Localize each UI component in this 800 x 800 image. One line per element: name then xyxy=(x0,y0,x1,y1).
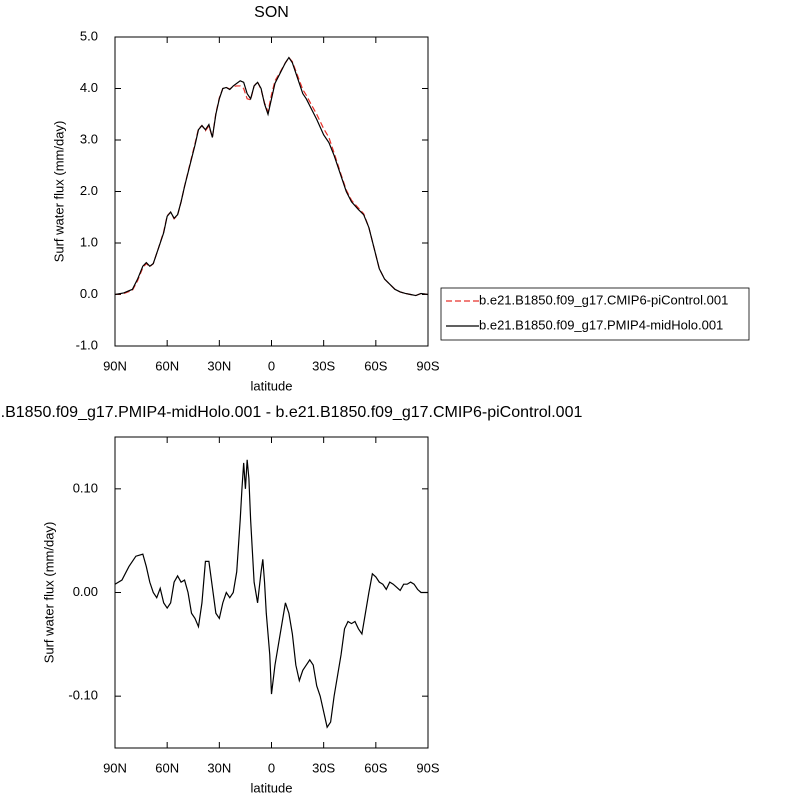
y-tick-label: 5.0 xyxy=(80,28,98,43)
x-tick-label: 30N xyxy=(207,358,231,373)
y-tick-label: -1.0 xyxy=(76,337,98,352)
x-tick-label: 30S xyxy=(312,760,335,775)
y-tick-label: 2.0 xyxy=(80,183,98,198)
x-axis-label: latitude xyxy=(251,378,293,393)
data-line xyxy=(114,56,429,297)
x-tick-label: 30S xyxy=(312,358,335,373)
x-tick-label: 60N xyxy=(155,760,179,775)
y-tick-label: 1.0 xyxy=(80,234,98,249)
y-tick-label: -0.10 xyxy=(68,688,98,703)
x-tick-label: 0 xyxy=(268,358,275,373)
y-axis-label: Surf water flux (mm/day) xyxy=(41,522,56,664)
x-tick-label: 60N xyxy=(155,358,179,373)
x-tick-label: 90S xyxy=(416,760,439,775)
x-tick-label: 90N xyxy=(103,358,127,373)
legend-label: b.e21.B1850.f09_g17.PMIP4-midHolo.001 xyxy=(479,317,723,332)
x-tick-label: 90S xyxy=(416,358,439,373)
x-tick-label: 30N xyxy=(207,760,231,775)
chart-title: SON xyxy=(254,4,289,21)
legend-label: b.e21.B1850.f09_g17.CMIP6-piControl.001 xyxy=(479,292,728,307)
x-tick-label: 60S xyxy=(364,358,387,373)
y-axis-label: Surf water flux (mm/day) xyxy=(51,121,66,263)
y-tick-label: 0.0 xyxy=(80,286,98,301)
y-tick-label: 0.10 xyxy=(73,480,98,495)
y-tick-label: 0.00 xyxy=(73,584,98,599)
y-tick-label: 4.0 xyxy=(80,80,98,95)
legend-box xyxy=(440,287,750,341)
x-tick-label: 0 xyxy=(268,760,275,775)
chart-title: b.e21.B1850.f09_g17.PMIP4-midHolo.001 - … xyxy=(0,404,582,421)
data-line xyxy=(114,56,429,297)
x-tick-label: 90N xyxy=(103,760,127,775)
y-tick-label: 3.0 xyxy=(80,131,98,146)
data-line xyxy=(114,459,428,729)
x-tick-label: 60S xyxy=(364,760,387,775)
x-axis-label: latitude xyxy=(251,780,293,795)
plot-frame xyxy=(114,436,429,749)
plot-frame xyxy=(114,36,429,347)
